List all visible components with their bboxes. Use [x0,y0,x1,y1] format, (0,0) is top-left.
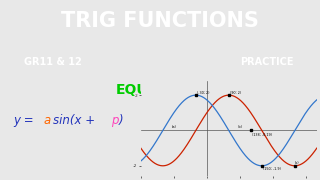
Text: (b): (b) [295,161,300,165]
Text: p: p [111,114,119,127]
Text: (a): (a) [172,125,176,129]
Text: y =: y = [13,114,37,127]
Text: q: q [277,114,284,127]
Text: (b): (b) [237,125,242,129]
Text: PRACTICE: PRACTICE [240,57,294,67]
Text: GR11 & 12: GR11 & 12 [24,57,82,67]
Text: EQUATION?: EQUATION? [116,83,204,97]
Text: (-30; 2): (-30; 2) [196,91,209,95]
Text: y = coskx +: y = coskx + [166,114,242,127]
Text: (150; -1.9): (150; -1.9) [262,167,280,171]
Text: sin(x +: sin(x + [53,114,99,127]
Text: a: a [43,114,51,127]
Text: (138; -0.19): (138; -0.19) [252,133,272,137]
Text: TRIG FUNCTIONS: TRIG FUNCTIONS [61,12,259,31]
Text: (90; 2): (90; 2) [230,91,241,95]
Text: ): ) [119,114,124,127]
